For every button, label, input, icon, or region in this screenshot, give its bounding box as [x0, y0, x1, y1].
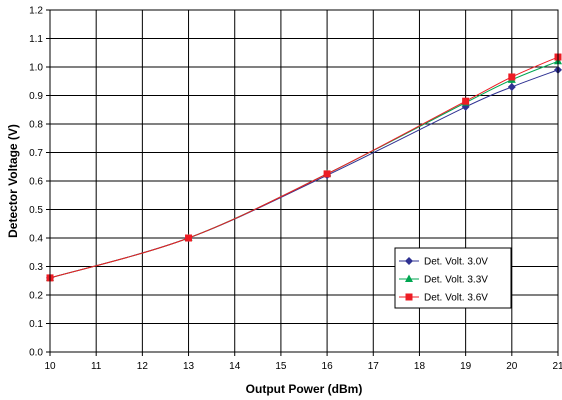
y-tick-label-0.0: 0.0 [29, 348, 43, 359]
legend-marker-3 [405, 293, 413, 301]
x-tick-label-16: 16 [322, 361, 334, 372]
y-tick-label-0.2: 0.2 [29, 291, 43, 302]
y-tick-label-0.6: 0.6 [29, 177, 43, 188]
y-tick-label-0.5: 0.5 [29, 205, 43, 216]
legend: Det. Volt. 3.0V Det. Volt. 3.3V Det. Volt.… [394, 247, 512, 309]
y-tick-label-0.7: 0.7 [29, 148, 43, 159]
y-tick-label-1.1: 1.1 [29, 34, 43, 45]
plot-frame [49, 9, 559, 353]
x-tick-label-21: 21 [552, 361, 562, 372]
tick-labels: 10 11 12 13 14 15 16 17 18 19 20 21 0.0 0.1 0.2 0.3 0.4 0… [29, 6, 562, 373]
legend-marker-1 [405, 257, 413, 265]
x-tick-label-18: 18 [414, 361, 426, 372]
legend-marker-2 [405, 274, 413, 282]
x-tick-label-14: 14 [229, 361, 241, 372]
x-tick-label-19: 19 [460, 361, 472, 372]
x-tick-label-15: 15 [275, 361, 287, 372]
grid [50, 10, 558, 352]
legend-box [394, 247, 512, 309]
x-tick-label-17: 17 [368, 361, 380, 372]
y-axis-title: Detector Voltage (V) [6, 124, 20, 238]
series-1-point-20 [507, 82, 516, 91]
x-tick-label-10: 10 [44, 361, 56, 372]
y-tick-label-0.4: 0.4 [29, 234, 43, 245]
series-3-point-20 [508, 73, 516, 81]
legend-label-2: Det. Volt. 3.3V [424, 275, 488, 286]
series-3-point-13 [185, 234, 193, 242]
series-3-point-16 [323, 170, 331, 178]
y-tick-label-0.3: 0.3 [29, 262, 43, 273]
legend-label-3: Det. Volt. 3.6V [424, 293, 488, 304]
legend-items: Det. Volt. 3.0V Det. Volt. 3.3V Det. Volt.… [399, 257, 488, 304]
y-tick-label-1.0: 1.0 [29, 63, 43, 74]
y-tick-label-0.9: 0.9 [29, 91, 43, 102]
x-axis-title: Output Power (dBm) [246, 382, 363, 396]
y-tick-label-0.8: 0.8 [29, 120, 43, 131]
series-3-point-19 [462, 97, 470, 105]
x-tick-label-11: 11 [91, 361, 102, 372]
y-tick-label-0.1: 0.1 [29, 319, 43, 330]
x-tick-label-20: 20 [506, 361, 518, 372]
x-tick-label-13: 13 [183, 361, 195, 372]
x-tick-label-12: 12 [137, 361, 149, 372]
y-tick-label-1.2: 1.2 [29, 6, 43, 17]
legend-label-1: Det. Volt. 3.0V [424, 257, 488, 268]
